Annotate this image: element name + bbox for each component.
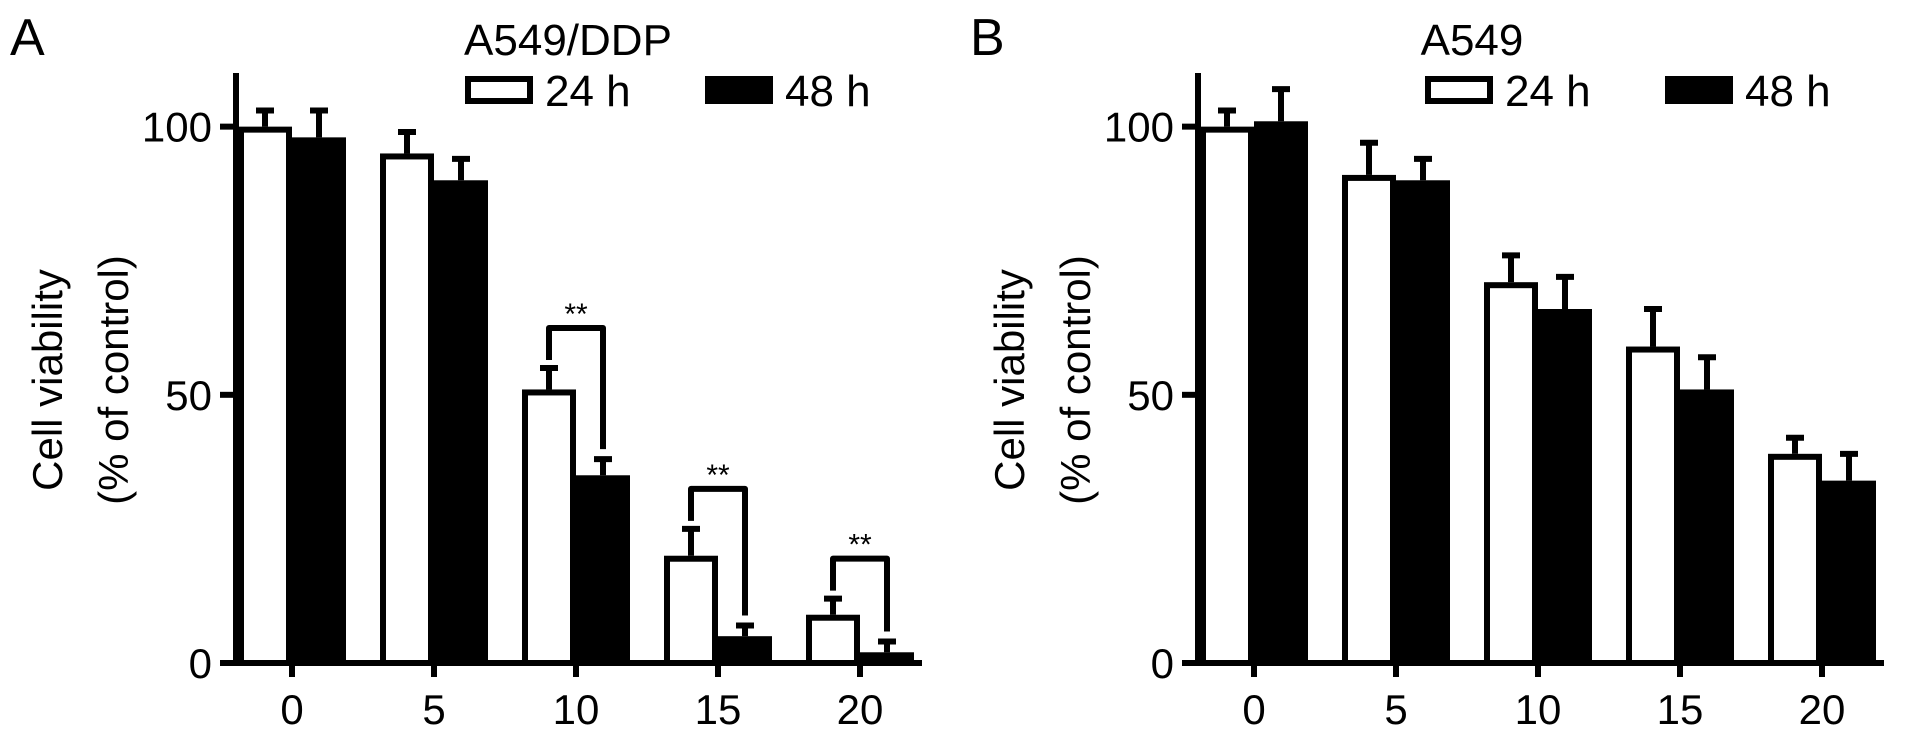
x-tick-label: 5 bbox=[1384, 686, 1407, 732]
bar-48h bbox=[718, 636, 772, 663]
panel-a: A A549/DDP Cell viability (% of control) 0 5 1… bbox=[10, 9, 922, 732]
bar-24h bbox=[1200, 126, 1254, 667]
significance-label: ** bbox=[564, 298, 588, 331]
significance-bracket bbox=[688, 485, 748, 616]
bar-48h bbox=[1396, 180, 1450, 664]
bar-24h bbox=[1626, 346, 1680, 666]
bar-24h bbox=[522, 389, 576, 666]
legend-swatch-48h bbox=[705, 76, 773, 104]
significance-bracket bbox=[830, 555, 890, 632]
y-tick-label: 100 bbox=[1104, 104, 1174, 151]
bar-48h bbox=[292, 137, 346, 663]
panel-letter: B bbox=[970, 9, 1005, 67]
legend-label-24h: 24 h bbox=[1505, 67, 1591, 116]
legend-label-48h: 48 h bbox=[785, 67, 871, 116]
legend-label-24h: 24 h bbox=[545, 67, 631, 116]
bar-24h bbox=[380, 153, 434, 666]
bar-24h bbox=[1768, 453, 1822, 666]
bar-24h bbox=[238, 126, 292, 667]
y-axis-label: Cell viability bbox=[986, 269, 1033, 491]
bar-24h bbox=[1342, 174, 1396, 666]
legend-swatch-24h bbox=[465, 76, 533, 104]
x-tick-label: 20 bbox=[1799, 686, 1846, 732]
bar-48h bbox=[1254, 121, 1308, 664]
y-tick-label: 100 bbox=[142, 104, 212, 151]
bar-24h bbox=[664, 555, 718, 667]
bar-48h bbox=[1680, 389, 1734, 663]
bar-24h bbox=[1484, 282, 1538, 666]
chart-title: A549/DDP bbox=[464, 16, 672, 65]
x-tick-label: 20 bbox=[837, 686, 884, 732]
legend-swatch-24h bbox=[1425, 76, 1493, 104]
panel-letter: A bbox=[10, 9, 45, 67]
panel-b: B A549 Cell viability (% of control) 0 5 10 15 2… bbox=[970, 9, 1884, 732]
bar-48h bbox=[1538, 309, 1592, 663]
bar-48h bbox=[434, 180, 488, 664]
legend-label-48h: 48 h bbox=[1745, 67, 1831, 116]
y-tick-label: 0 bbox=[1151, 640, 1174, 687]
y-axis-label: (% of control) bbox=[90, 255, 137, 505]
x-tick-label: 10 bbox=[553, 686, 600, 732]
x-tick-label: 15 bbox=[695, 686, 742, 732]
chart-title: A549 bbox=[1421, 16, 1524, 65]
y-tick-label: 50 bbox=[165, 372, 212, 419]
x-tick-label: 15 bbox=[1657, 686, 1704, 732]
bar-48h bbox=[1822, 480, 1876, 663]
x-tick-label: 10 bbox=[1515, 686, 1562, 732]
y-tick-label: 0 bbox=[189, 640, 212, 687]
x-tick-label: 0 bbox=[280, 686, 303, 732]
legend-swatch-48h bbox=[1665, 76, 1733, 104]
significance-bracket bbox=[546, 325, 606, 450]
x-tick-label: 0 bbox=[1242, 686, 1265, 732]
bar-24h bbox=[806, 614, 860, 667]
y-tick-label: 50 bbox=[1127, 372, 1174, 419]
bar-48h bbox=[860, 652, 914, 663]
bar-48h bbox=[576, 475, 630, 663]
x-tick-label: 5 bbox=[422, 686, 445, 732]
y-axis-label: Cell viability bbox=[24, 269, 71, 491]
significance-label: ** bbox=[848, 529, 872, 562]
y-axis-label: (% of control) bbox=[1052, 255, 1099, 505]
significance-label: ** bbox=[706, 459, 730, 492]
